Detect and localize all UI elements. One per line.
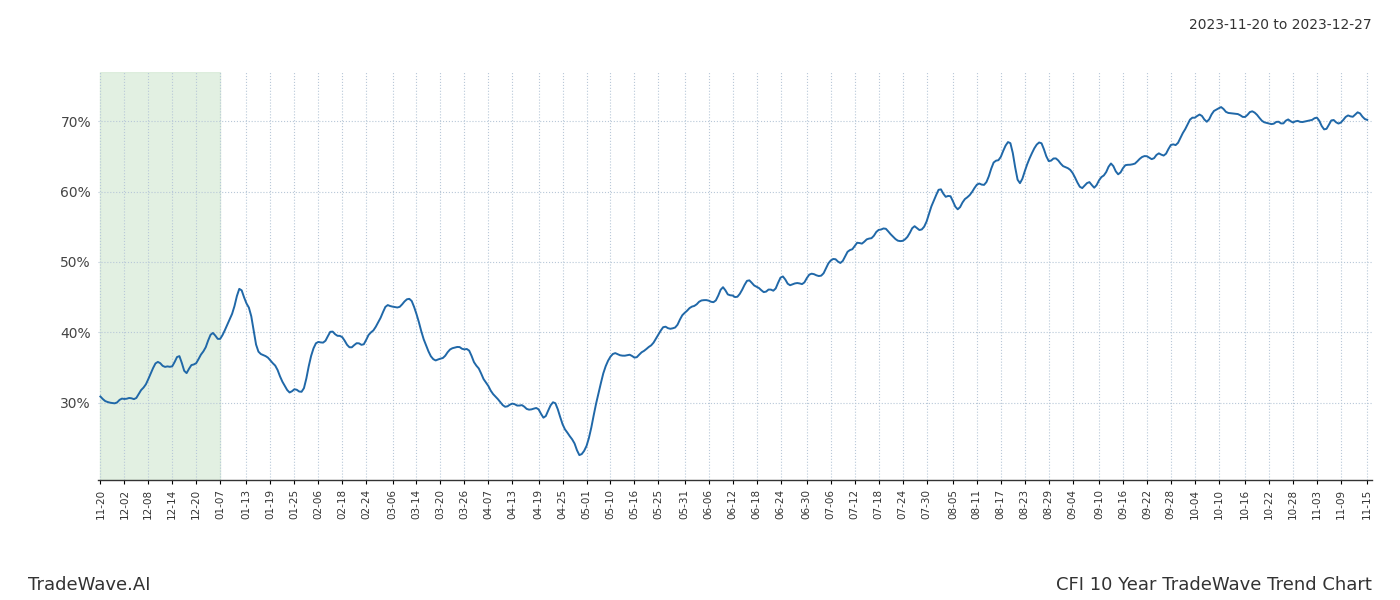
Bar [101,72,220,480]
Text: 2023-11-20 to 2023-12-27: 2023-11-20 to 2023-12-27 [1190,18,1372,32]
Text: CFI 10 Year TradeWave Trend Chart: CFI 10 Year TradeWave Trend Chart [1056,576,1372,594]
Text: TradeWave.AI: TradeWave.AI [28,576,151,594]
